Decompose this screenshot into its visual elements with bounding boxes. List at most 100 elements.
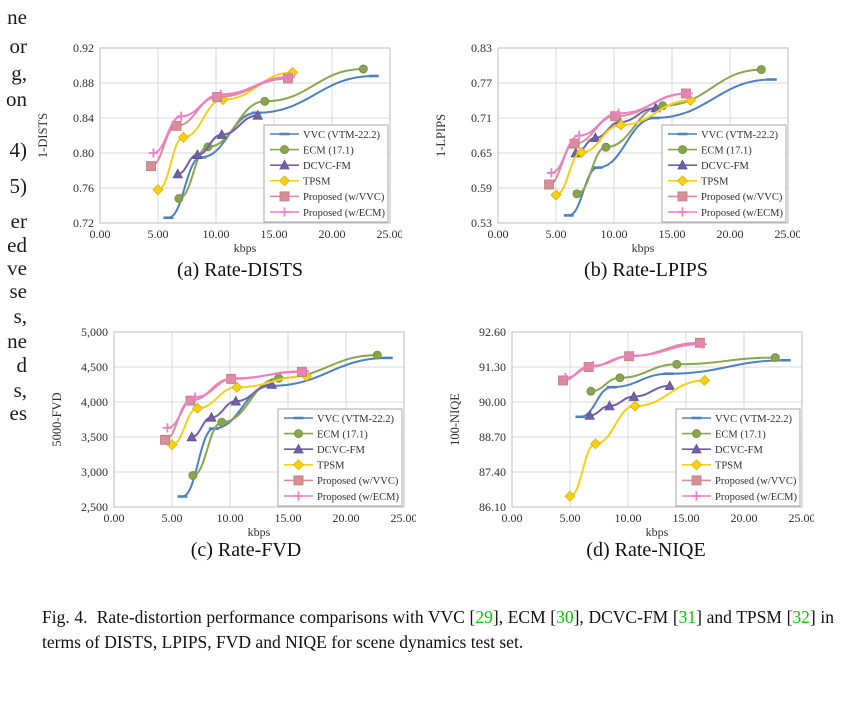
x-tick-label: 20.00 [333,511,360,525]
legend-label: Proposed (w/VVC) [303,192,385,203]
series-marker [676,175,689,187]
series-line [177,114,258,175]
margin-text-fragment: s, [13,304,27,328]
series-marker [678,145,687,155]
legend-label: ECM (17.1) [303,145,354,156]
legend-label: DCVC-FM [317,445,366,456]
series-marker [604,400,615,411]
series-marker [574,130,584,141]
x-tick-label: 15.00 [261,227,288,241]
x-tick-label: 10.00 [615,511,642,525]
y-tick-label: 86.10 [479,500,506,514]
y-tick-label: 5,000 [81,325,108,339]
y-tick-label: 0.80 [73,146,94,160]
y-tick-label: 90.00 [479,395,506,409]
chart-rate-fvd: 0.00 5.00 10.00 15.00 20.00 25.00 2,500 3,000 3,… [46,316,418,549]
series-marker [192,149,203,159]
series-marker [152,184,164,196]
series-line [569,379,705,498]
series-marker [191,402,204,414]
legend-box [263,124,389,223]
legend-label: Proposed (w/ECM) [303,208,385,219]
x-tick-label: 5.00 [546,227,567,241]
legend-label: DCVC-FM [701,161,750,172]
y-tick-label: 0.84 [73,111,94,125]
series-line [153,75,291,154]
series-marker [628,351,638,361]
series-marker [690,459,703,471]
margin-text-fragment: or [9,34,28,58]
x-tick-label: 25.00 [391,511,417,525]
margin-text-fragment: ne [7,329,27,353]
series-line [589,384,670,417]
series-marker [629,400,641,412]
legend-label: Proposed (w/ECM) [317,492,399,503]
citation-number: 32 [792,606,810,627]
series-marker [575,146,588,158]
series-line [580,359,786,418]
series-marker [560,373,570,383]
y-tick-label: 88.70 [479,430,506,444]
series-line [192,354,378,477]
series-marker [694,337,705,348]
series-marker [691,475,702,486]
x-axis-title: kbps [646,525,669,539]
caption-text-segment: ] and TPSM [ [696,606,793,627]
series-marker [550,189,562,201]
series-marker [558,375,568,386]
rate-fvd-chart-svg: 0.00 5.00 10.00 15.00 20.00 25.00 2,500 3,000 3,… [50,325,418,539]
series-marker [293,443,304,454]
y-tick-label: 0.83 [471,41,492,55]
y-tick-label: 4,500 [81,360,108,374]
caption-text-segment: Fig. 4. Rate-distortion performance comp… [42,606,476,627]
rate-lpips-chart-svg: 0.00 5.00 10.00 15.00 20.00 25.00 0.53 0.59 0.65… [434,41,802,255]
legend-label: VVC (VTM-22.2) [303,130,380,141]
margin-text-fragment: ne [7,5,27,29]
x-axis-title: kbps [234,241,257,255]
legend-label: VVC (VTM-22.2) [715,414,792,425]
margin-text-fragment: ed [7,233,27,257]
series-marker [216,128,228,139]
subcaption-d: (d) Rate-NIQE [586,539,706,561]
legend-label: DCVC-FM [715,445,764,456]
x-tick-label: 20.00 [319,227,346,241]
series-marker [692,429,701,439]
series-marker [614,108,624,118]
legend-label: Proposed (w/VVC) [715,476,797,487]
x-tick-label: 10.00 [203,227,230,241]
x-tick-label: 10.00 [217,511,244,525]
y-tick-label: 0.77 [471,76,492,90]
margin-text-fragment: s, [13,378,27,402]
series-marker [230,395,242,406]
rate-dists-chart-svg: 0.00 5.00 10.00 15.00 20.00 25.00 0.72 0.76 0.80… [36,41,404,255]
legend-label: TPSM [701,177,729,188]
caption-text-segment: ], DCVC-FM [ [573,606,679,627]
series-marker [206,411,217,422]
margin-text-fragment: d [16,353,28,377]
series-marker [572,189,582,199]
series-marker [188,471,198,480]
x-tick-label: 0.00 [104,511,125,525]
series-marker [216,89,226,99]
plot-border [511,331,803,508]
y-tick-label: 91.30 [479,360,506,374]
series-marker [172,168,183,179]
margin-text-fragment: 5) [9,174,28,198]
series-marker [544,179,554,190]
series-marker [278,175,291,187]
y-axis-title: 1-DISTS [36,113,50,158]
series-marker [677,207,688,217]
citation-number: 29 [475,606,493,627]
series-line [565,343,703,379]
legend-label: Proposed (w/ECM) [715,492,797,503]
legend-label: TPSM [715,461,743,472]
figure-caption: Fig. 4. Rate-distortion performance comp… [42,605,834,656]
x-tick-label: 15.00 [659,227,686,241]
y-tick-label: 0.92 [73,41,94,55]
x-tick-label: 0.00 [502,511,523,525]
legend-label: DCVC-FM [303,161,352,172]
series-marker [677,159,688,170]
citation-number: 31 [678,606,697,627]
rate-niqe-chart-svg: 0.00 5.00 10.00 15.00 20.00 25.00 86.10 87.40 88… [448,325,816,539]
